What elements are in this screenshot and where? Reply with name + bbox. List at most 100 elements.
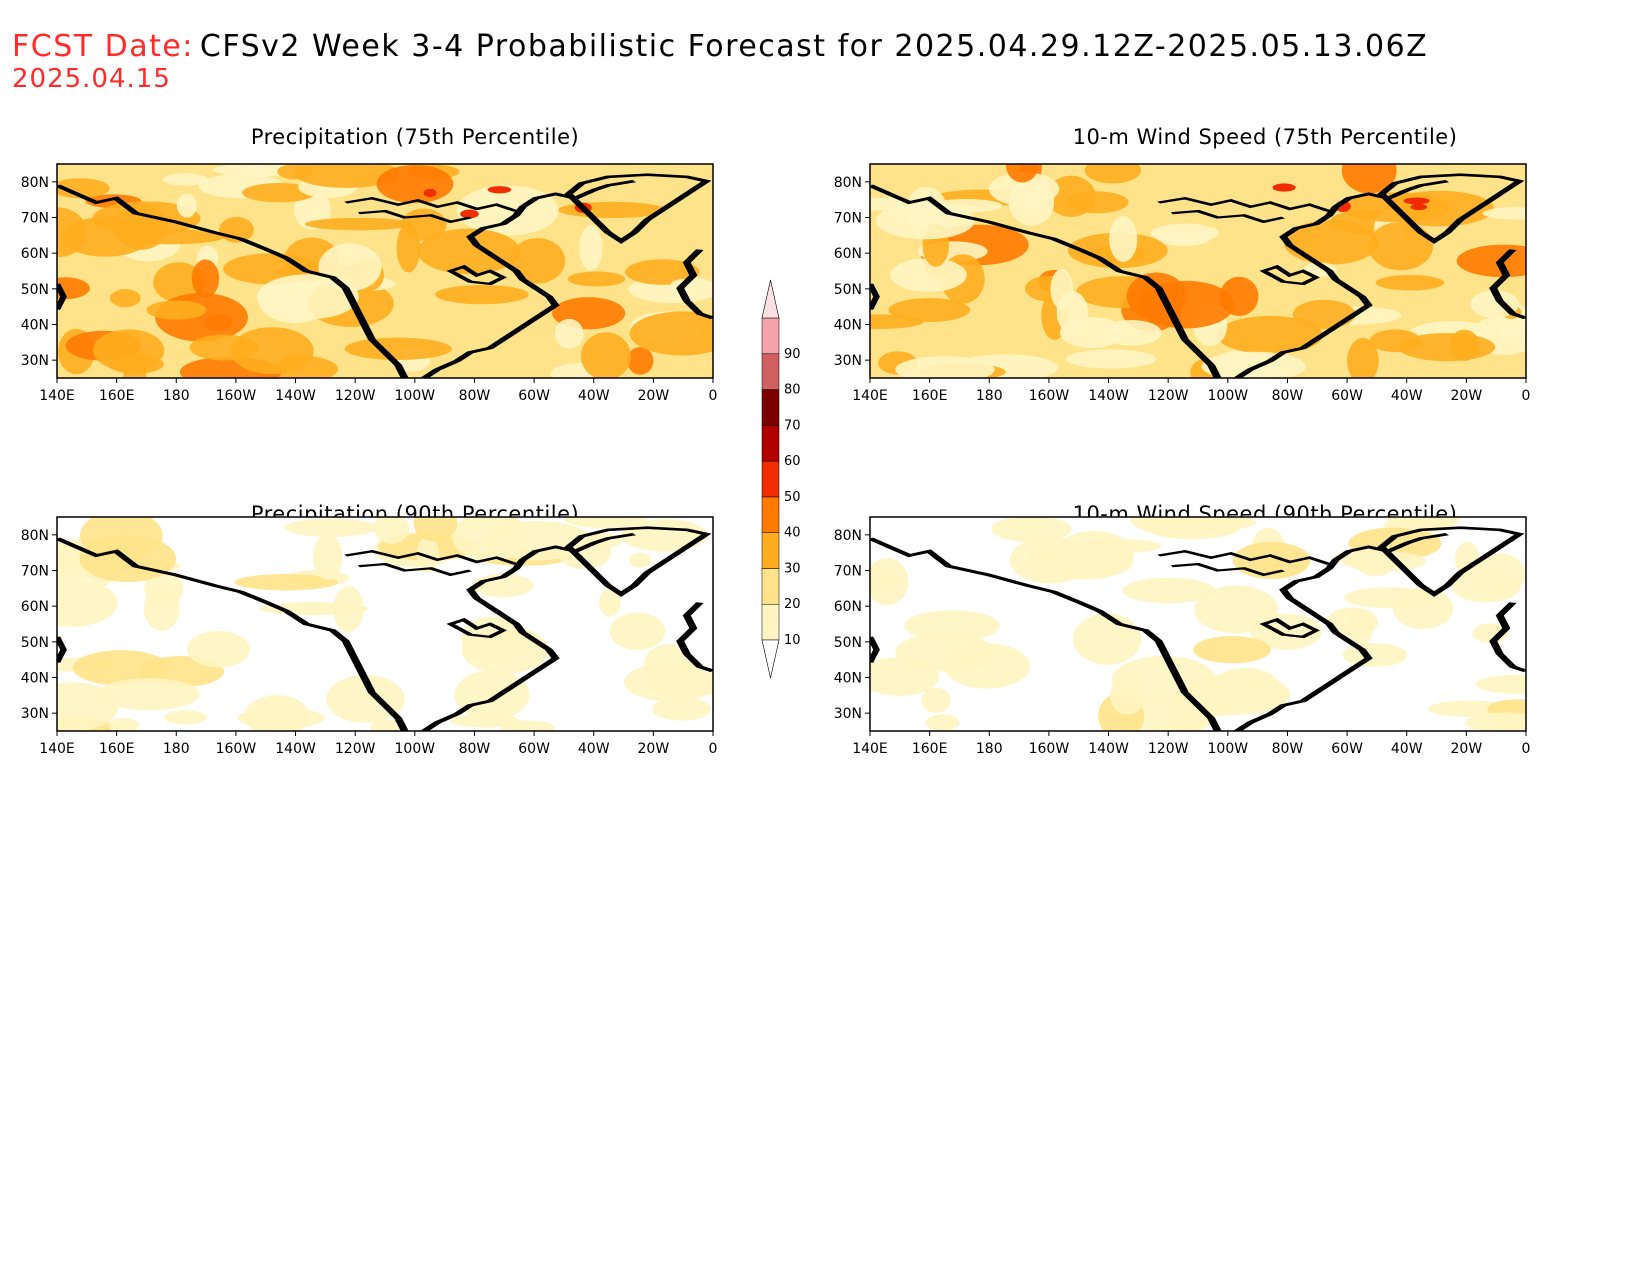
field-patch xyxy=(1126,272,1187,320)
field-patch xyxy=(72,650,170,686)
lon-tick-label: 0 xyxy=(1522,741,1531,757)
field-patch xyxy=(241,164,270,179)
field-patch xyxy=(93,329,165,372)
lon-tick-label: 140E xyxy=(39,388,75,404)
panels-layer: 140E 160E 180 160W 140W 120W 100W 80W 60W 40W 20W 0… xyxy=(21,163,1531,757)
field-patch xyxy=(925,714,960,731)
field-patch xyxy=(876,202,975,240)
field-patch xyxy=(376,164,454,204)
field-patch xyxy=(1475,674,1526,694)
lon-tick-label: 80W xyxy=(459,388,491,404)
field-patch xyxy=(1375,274,1445,291)
field-patch xyxy=(652,697,712,721)
lat-tick-label: 50N xyxy=(834,282,862,298)
field-patch xyxy=(646,679,713,695)
lon-tick-label: 60W xyxy=(518,388,550,404)
field-patch xyxy=(1201,351,1306,378)
field-patch xyxy=(1347,337,1379,378)
colorbar-label: 80 xyxy=(784,383,801,398)
field-patch xyxy=(581,332,631,378)
field-patch xyxy=(1292,299,1356,329)
map-frame xyxy=(56,516,714,732)
field-patch xyxy=(1470,576,1503,591)
field-patch xyxy=(344,337,452,361)
lon-tick-label: 120W xyxy=(1148,741,1189,757)
lon-tick-label: 160W xyxy=(1029,388,1070,404)
lat-tick-label: 70N xyxy=(834,564,862,580)
lon-tick-label: 0 xyxy=(709,388,718,404)
lon-tick-label: 180 xyxy=(976,741,1003,757)
lat-tick-label: 80N xyxy=(21,528,49,544)
field-patch xyxy=(60,216,151,257)
field-patch xyxy=(579,224,603,271)
field-patch xyxy=(991,517,1072,543)
field-patch xyxy=(629,552,652,568)
lon-tick-label: 140E xyxy=(852,388,888,404)
lat-tick-label: 60N xyxy=(834,599,862,615)
field-patch xyxy=(1465,712,1526,731)
field-patch xyxy=(454,670,530,720)
lon-tick-label: 40W xyxy=(1391,741,1423,757)
field-patch xyxy=(1084,164,1142,184)
lat-tick-label: 30N xyxy=(21,353,49,369)
field-patch xyxy=(598,589,621,617)
field-patch xyxy=(888,298,971,322)
field-patch xyxy=(921,687,951,714)
colorbar-label: 10 xyxy=(784,633,801,648)
field-patch xyxy=(153,262,205,303)
lat-tick-label: 30N xyxy=(834,353,862,369)
field-patch xyxy=(643,644,694,685)
field-patch xyxy=(1348,609,1373,648)
lon-tick-label: 160E xyxy=(99,741,135,757)
field-patch xyxy=(97,678,201,711)
field-patch xyxy=(204,314,233,331)
field-patch xyxy=(373,517,410,544)
field-patch xyxy=(162,173,208,186)
field-patch xyxy=(108,718,140,731)
field-patch xyxy=(1212,667,1280,705)
lon-tick-label: 100W xyxy=(395,741,436,757)
probability-field xyxy=(870,517,1526,731)
panel-title-wind-75: 10-m Wind Speed (75th Percentile) xyxy=(1072,125,1458,149)
field-patch xyxy=(1164,517,1257,531)
lat-tick-label: 50N xyxy=(834,635,862,651)
lon-tick-label: 180 xyxy=(163,388,190,404)
lon-tick-label: 100W xyxy=(1208,388,1249,404)
field-patch xyxy=(1005,164,1039,183)
field-patch xyxy=(1046,175,1096,218)
field-patch xyxy=(318,243,382,292)
field-patch xyxy=(230,327,314,375)
lat-tick-label: 50N xyxy=(21,282,49,298)
field-patch xyxy=(609,612,666,651)
lon-tick-label: 0 xyxy=(1522,388,1531,404)
field-patch xyxy=(234,574,338,591)
fcst-date-label: FCST Date: xyxy=(12,29,194,64)
field-patch xyxy=(237,707,325,729)
field-patch xyxy=(304,217,413,231)
field-patch xyxy=(1110,676,1145,715)
map-panel-1: 140E 160E 180 160W 140W 120W 100W 80W 60W 40W 20W 0… xyxy=(21,163,718,404)
colorbar-swatch xyxy=(761,353,780,390)
field-patch xyxy=(890,257,967,292)
colorbar-swatch xyxy=(761,389,780,426)
lon-tick-label: 60W xyxy=(518,741,550,757)
colorbar-label: 30 xyxy=(784,561,801,576)
field-patch xyxy=(1065,349,1157,369)
lat-tick-label: 70N xyxy=(834,211,862,227)
field-patch xyxy=(176,193,197,218)
lat-tick-label: 70N xyxy=(21,564,49,580)
probability-field xyxy=(57,517,713,731)
field-patch-max xyxy=(460,209,479,219)
map-panel-3: 140E 160E 180 160W 140W 120W 100W 80W 60W 40W 20W 0… xyxy=(21,516,717,757)
field-patch xyxy=(1343,587,1435,609)
field-patch xyxy=(57,578,118,627)
lon-tick-label: 100W xyxy=(1208,741,1249,757)
colorbar-swatch xyxy=(761,568,780,605)
lon-tick-label: 100W xyxy=(395,388,436,404)
colorbar-lower-arrow xyxy=(761,639,780,679)
field-patch xyxy=(1368,221,1434,271)
lon-tick-label: 20W xyxy=(1451,388,1483,404)
field-patch xyxy=(1059,317,1125,349)
field-patch xyxy=(313,533,343,580)
